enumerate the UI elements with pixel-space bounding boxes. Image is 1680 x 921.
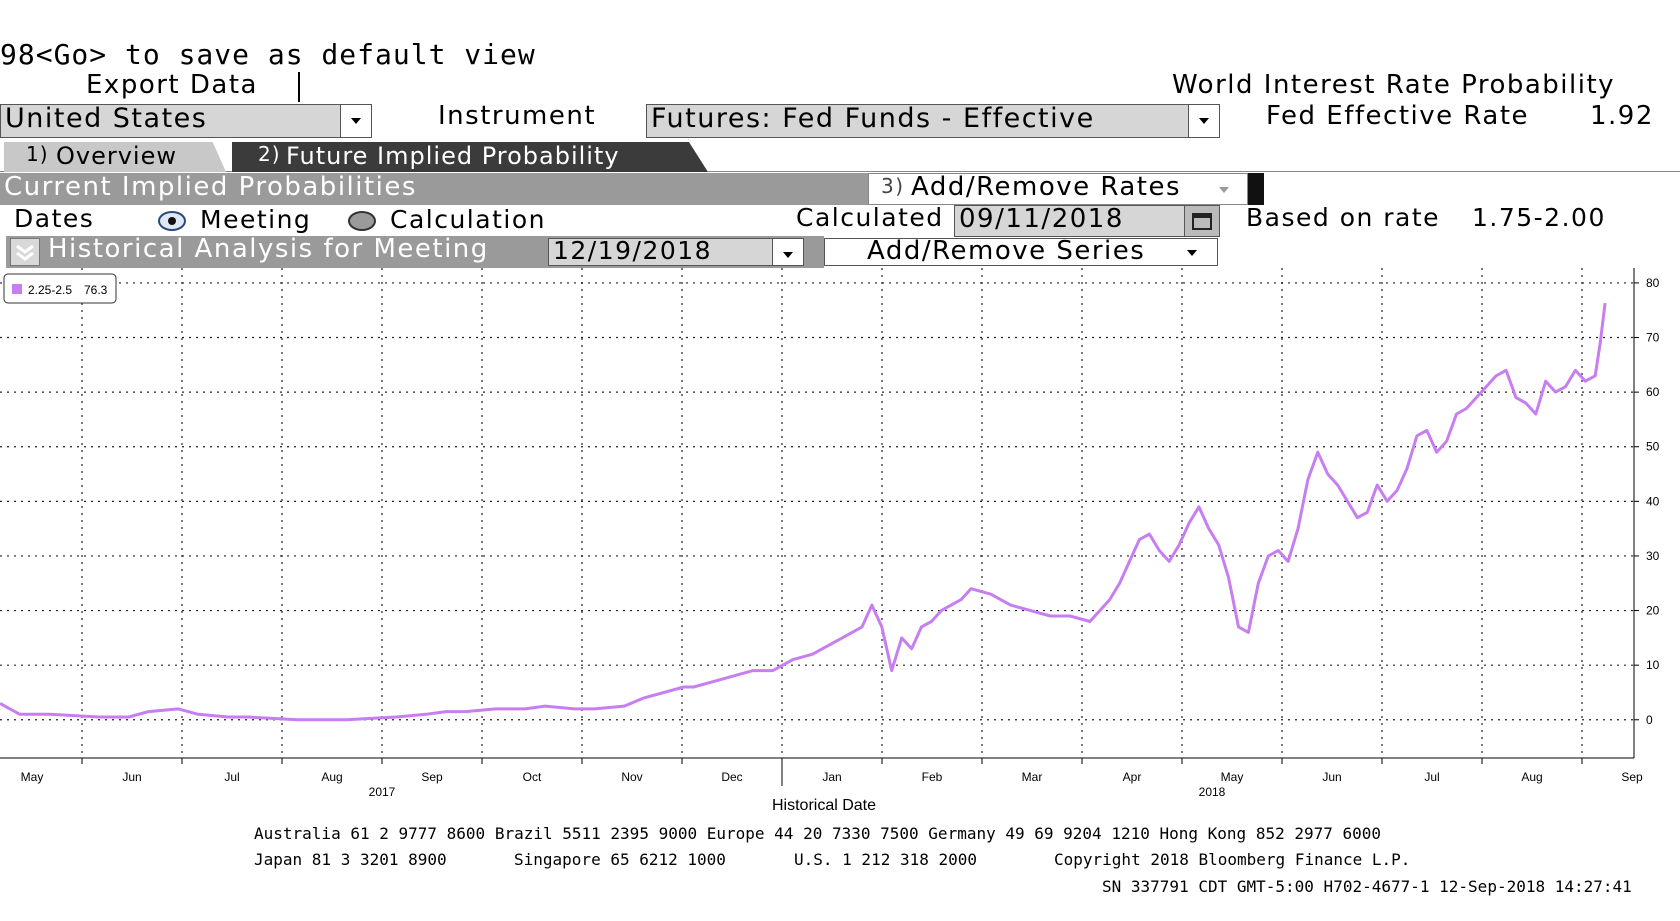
x-tick-label: Jul: [1424, 770, 1439, 784]
add-remove-series-button[interactable]: Add/Remove Series: [824, 236, 1218, 266]
chevron-down-icon: [1187, 250, 1197, 256]
x-tick-label: May: [1221, 770, 1244, 784]
fed-rate-value: 1.92: [1590, 101, 1654, 131]
legend-last-value: 76.3: [84, 283, 108, 297]
x-tick-label: Aug: [1521, 770, 1542, 784]
x-tick-label: Sep: [421, 770, 443, 784]
legend-series-name: 2.25-2.5: [28, 283, 72, 297]
y-tick-label: 10: [1646, 658, 1660, 672]
based-on-label: Based on rate: [1246, 203, 1441, 232]
y-tick-label: 0: [1646, 713, 1653, 727]
tab-overview-num: 1): [26, 142, 49, 166]
section-end-block: [1248, 173, 1264, 205]
calendar-icon[interactable]: [1184, 206, 1219, 236]
y-tick-label: 50: [1646, 440, 1660, 454]
collapse-icon[interactable]: [10, 238, 40, 266]
add-remove-rates-label: Add/Remove Rates: [911, 172, 1182, 202]
tab-future-label: Future Implied Probability: [286, 142, 620, 170]
footer-japan: Japan 81 3 3201 8900: [254, 850, 447, 869]
calculated-date-value: 09/11/2018: [959, 204, 1124, 234]
y-tick-label: 70: [1646, 331, 1660, 345]
add-remove-rates-button[interactable]: 3) Add/Remove Rates: [868, 172, 1248, 205]
instrument-select[interactable]: Futures: Fed Funds - Effective: [646, 103, 1220, 138]
meeting-radio[interactable]: [158, 211, 186, 231]
y-tick-label: 30: [1646, 549, 1660, 563]
chart-legend: 2.25-2.5 76.3: [3, 273, 117, 304]
y-axis: 0 10 20 30 40 50 60 70 80: [1633, 268, 1660, 758]
chevron-down-icon[interactable]: [772, 239, 803, 265]
x-axis-title: Historical Date: [772, 797, 876, 814]
based-on-value: 1.75-2.00: [1472, 203, 1606, 232]
meeting-date-select[interactable]: 12/19/2018: [548, 236, 804, 266]
x-tick-label: Jul: [224, 770, 239, 784]
fed-rate-label: Fed Effective Rate: [1266, 101, 1530, 131]
meeting-date-value: 12/19/2018: [553, 236, 713, 265]
dates-label: Dates: [14, 204, 95, 233]
footer-singapore: Singapore 65 6212 1000: [514, 850, 726, 869]
calculation-radio-label[interactable]: Calculation: [390, 205, 546, 234]
section-header: [0, 173, 874, 205]
tab-overview-label: Overview: [56, 142, 177, 170]
legend-swatch: [12, 284, 22, 294]
tab-future-implied-probability[interactable]: 2) Future Implied Probability: [232, 142, 708, 172]
y-tick-label: 20: [1646, 604, 1660, 618]
tab-overview[interactable]: 1) Overview: [4, 142, 226, 172]
export-divider: [298, 72, 300, 102]
x-axis: May Jun Jul Aug Sep Oct Nov Dec Jan Feb Mar Apr May J…: [0, 757, 1643, 799]
meeting-radio-label[interactable]: Meeting: [200, 205, 312, 234]
chevron-down-icon[interactable]: [340, 105, 371, 137]
section-title: Current Implied Probabilities: [4, 172, 417, 202]
country-select-value: United States: [5, 103, 208, 134]
chart-grid: [0, 268, 1634, 758]
x-tick-label: Dec: [721, 770, 742, 784]
add-remove-rates-num: 3): [881, 174, 905, 198]
footer-copyright: Copyright 2018 Bloomberg Finance L.P.: [1054, 850, 1411, 869]
calculated-label: Calculated: [796, 203, 944, 232]
footer-us: U.S. 1 212 318 2000: [794, 850, 978, 869]
command-hint: 98<Go> to save as default view: [0, 38, 536, 71]
y-tick-label: 80: [1646, 276, 1660, 290]
x-tick-label: Jun: [122, 770, 141, 784]
footer-phones-line1: Australia 61 2 9777 8600 Brazil 5511 239…: [254, 824, 1382, 843]
probability-chart[interactable]: 0 10 20 30 40 50 60 70 80 May Jun Jul Aug Sep Oct Nov D…: [0, 268, 1680, 820]
y-tick-label: 40: [1646, 494, 1660, 508]
chevron-down-icon[interactable]: [1188, 105, 1219, 137]
tab-future-num: 2): [258, 142, 281, 166]
historical-title: Historical Analysis for Meeting: [48, 234, 489, 264]
chevron-down-icon: [1219, 187, 1229, 193]
x-tick-label: Nov: [621, 770, 642, 784]
instrument-label: Instrument: [438, 101, 597, 131]
year-label: 2017: [369, 785, 396, 799]
x-tick-label: Aug: [321, 770, 342, 784]
tabs-underline: [0, 171, 1680, 172]
x-tick-label: Oct: [523, 770, 542, 784]
section-divider: [1264, 171, 1680, 172]
x-tick-label: Mar: [1022, 770, 1043, 784]
country-select[interactable]: United States: [0, 103, 372, 138]
x-tick-label: Jan: [822, 770, 841, 784]
calculated-date-field[interactable]: 09/11/2018: [954, 204, 1220, 237]
x-tick-label: Sep: [1621, 770, 1643, 784]
add-remove-series-label: Add/Remove Series: [867, 236, 1146, 266]
x-tick-label: Apr: [1123, 770, 1142, 784]
x-tick-label: May: [21, 770, 44, 784]
x-tick-label: Feb: [922, 770, 943, 784]
calculation-radio[interactable]: [348, 211, 376, 231]
x-tick-label: Jun: [1322, 770, 1341, 784]
export-data-link[interactable]: Export Data: [86, 70, 258, 100]
app-title: World Interest Rate Probability: [1172, 70, 1616, 100]
y-tick-label: 60: [1646, 385, 1660, 399]
instrument-select-value: Futures: Fed Funds - Effective: [651, 103, 1095, 134]
year-label: 2018: [1199, 785, 1226, 799]
footer-session-info: SN 337791 CDT GMT-5:00 H702-4677-1 12-Se…: [1102, 877, 1632, 896]
series-line: [0, 302, 1607, 722]
